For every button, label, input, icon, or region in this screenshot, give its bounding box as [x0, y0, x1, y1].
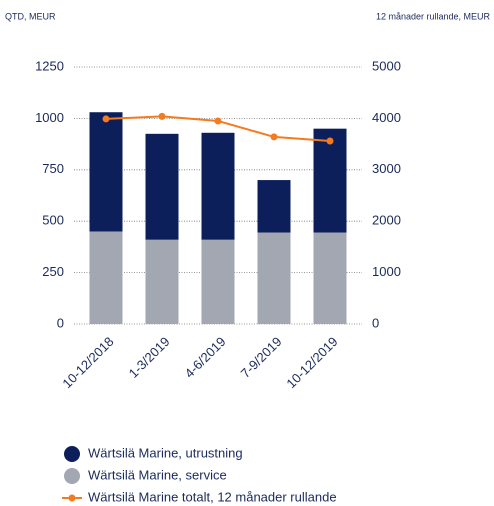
bar [257, 180, 291, 233]
right-axis-label: 12 månader rullande, MEUR [376, 11, 491, 21]
y-tick-label: 0 [57, 315, 64, 330]
bar [201, 132, 235, 240]
y-tick-label: 1250 [35, 58, 64, 73]
line-point [214, 117, 222, 125]
bar [313, 232, 347, 324]
y2-tick-label: 0 [372, 315, 379, 330]
y2-tick-label: 2000 [372, 213, 401, 228]
x-tick-label: 1-3/2019 [126, 334, 173, 381]
legend-marker [68, 494, 76, 502]
y-tick-label: 250 [42, 264, 64, 279]
line-point [270, 133, 278, 141]
bar [145, 239, 179, 324]
bar [313, 128, 347, 233]
x-tick-label: 7-9/2019 [238, 334, 285, 381]
bar [145, 133, 179, 240]
bar [89, 112, 123, 232]
legend-marker [64, 468, 80, 484]
y2-tick-label: 4000 [372, 110, 401, 125]
y2-tick-label: 5000 [372, 58, 401, 73]
legend-label: Wärtsilä Marine, service [88, 467, 227, 482]
x-tick-label: 10-12/2018 [59, 334, 116, 391]
line-point [102, 115, 110, 123]
bar [257, 232, 291, 324]
y-tick-label: 500 [42, 213, 64, 228]
y2-tick-label: 1000 [372, 264, 401, 279]
x-tick-label: 10-12/2019 [283, 334, 340, 391]
y-tick-label: 750 [42, 161, 64, 176]
bar [89, 231, 123, 324]
legend-marker [64, 446, 80, 462]
line-point [326, 137, 334, 145]
legend-label: Wärtsilä Marine totalt, 12 månader rulla… [88, 489, 337, 504]
y-tick-label: 1000 [35, 110, 64, 125]
x-tick-label: 4-6/2019 [182, 334, 229, 381]
y2-tick-label: 3000 [372, 161, 401, 176]
line-point [158, 112, 166, 120]
legend-label: Wärtsilä Marine, utrustning [88, 445, 243, 460]
bar [201, 239, 235, 324]
left-axis-label: QTD, MEUR [5, 11, 56, 21]
